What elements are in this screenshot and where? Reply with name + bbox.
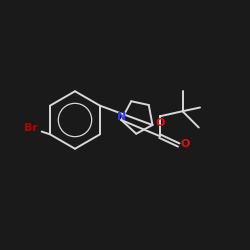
Text: O: O (156, 118, 165, 128)
Text: Br: Br (24, 123, 38, 133)
Text: N: N (116, 112, 126, 122)
Text: O: O (180, 139, 190, 149)
